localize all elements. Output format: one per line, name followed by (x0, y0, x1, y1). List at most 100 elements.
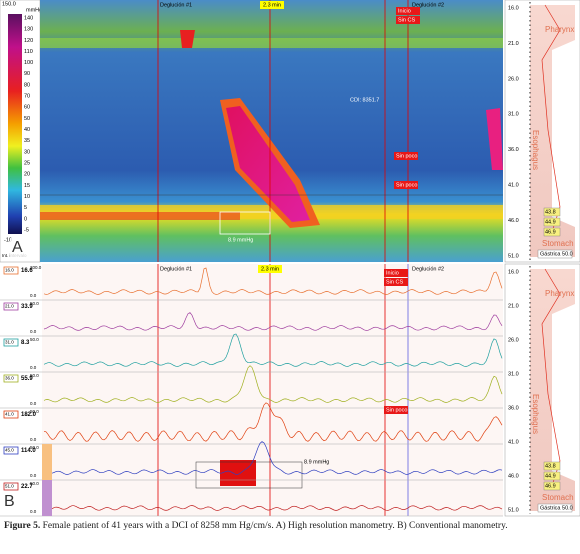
colorbar-tick: -5 (24, 227, 29, 233)
sphincter-box (543, 461, 561, 471)
ues-band (40, 38, 503, 48)
pressure-trace (43, 333, 503, 367)
tag: Sin CS (398, 17, 415, 23)
side-bar (42, 480, 52, 516)
channel-max: 50.0 (30, 481, 39, 486)
channel-min: 0.0 (30, 437, 37, 442)
channel-value: 33.9 (21, 304, 33, 310)
panel-label: A (12, 239, 23, 256)
figure: mmHg 150.0 -10 Int. intervalo Deglución … (0, 0, 580, 517)
colorbar-tick: 120 (24, 38, 33, 44)
colorbar-tick: 40 (24, 127, 30, 133)
scale-bottom: -10 (4, 237, 12, 243)
channel-min: 0.0 (30, 473, 37, 478)
channel-position: 21.0 (5, 304, 14, 309)
colorbar-tick: 25 (24, 161, 30, 167)
colorbar-tick: 35 (24, 138, 30, 144)
colorbar-tick: 70 (24, 94, 30, 100)
caption-text: Female patient of 41 years with a DCI of… (42, 521, 508, 531)
position-tag (3, 374, 19, 383)
colorbar-tick: 20 (24, 172, 30, 178)
swallow-1: Deglución #1 (160, 266, 192, 272)
channel-value: 8.3 (21, 340, 30, 346)
channel-min: 0.0 (30, 329, 37, 334)
stomach: Stomach (542, 493, 574, 502)
colorbar-tick: 60 (24, 105, 30, 111)
panel-b: Deglución #1 Deglución #2 2.3 min 8.9 mm… (0, 264, 503, 517)
irp-box (195, 461, 303, 489)
duration: 2.3 min (263, 2, 281, 8)
pharynx-hot (180, 30, 195, 48)
duration-box (258, 265, 282, 273)
channel-position: 41.0 (5, 412, 14, 417)
label-bg (2, 492, 20, 512)
channel-position: 51.0 (5, 484, 14, 489)
sphincter-value: 43.8 (545, 209, 556, 215)
tag-bg (384, 406, 408, 414)
channel-min: 0.0 (30, 401, 37, 406)
channel-position: 31.0 (5, 340, 14, 345)
gastric-box (537, 249, 573, 259)
anatomy-a: 16.0 21.0 26.0 31.0 36.0 41.0 46.0 51.0 Pharynx E… (504, 0, 580, 263)
tag: Inicio (386, 270, 399, 276)
ires: 8.9 mmHg (304, 459, 329, 465)
position-tag (3, 482, 19, 491)
les-hot (40, 212, 240, 220)
channel-position: 45.0 (5, 448, 14, 453)
trace-area (42, 264, 503, 516)
esophagus: Esophagus (531, 394, 540, 434)
depth-tick: 46.0 (508, 473, 519, 479)
dci: CDI: 8351.7 (350, 97, 379, 103)
depth-tick: 41.0 (508, 439, 519, 445)
tag-bg (396, 7, 420, 15)
anatomy-b: 16.0 21.0 26.0 31.0 36.0 41.0 46.0 51.0 Pharynx E… (504, 263, 580, 517)
pharynx: Pharynx (545, 25, 574, 34)
gastric-box (537, 503, 573, 513)
depth-tick: 31.0 (508, 112, 519, 118)
pressure-trace (43, 441, 503, 475)
irp-box (219, 211, 271, 235)
sphincter-box (543, 227, 561, 237)
pressure-trace (43, 267, 503, 295)
swallow-2: Deglución #2 (412, 2, 444, 8)
channel-max: 50.0 (30, 301, 39, 306)
tag-bg (384, 269, 408, 277)
channel-value: 16.6 (21, 268, 33, 274)
depth-tick: 16.0 (508, 5, 519, 11)
channel-max: 50.0 (30, 337, 39, 342)
channel-min: 0.0 (30, 365, 37, 370)
sphincter-box (543, 217, 561, 227)
tag-bg (384, 278, 408, 286)
tag: Sin CS (386, 279, 403, 285)
depth-tick: 31.0 (508, 371, 519, 377)
channel-value: 22.7 (21, 484, 33, 490)
colorbar-tick: 110 (24, 49, 33, 55)
depth-tick: 26.0 (508, 76, 519, 82)
colorbar-tick: 5 (24, 205, 27, 211)
channel-position: 36.0 (5, 376, 14, 381)
position-tag (3, 338, 19, 347)
position-tag (3, 302, 19, 311)
tag: Sin poco (396, 153, 417, 159)
pressure-trace (43, 365, 503, 403)
colorbar (8, 14, 22, 234)
unit: mmHg (26, 7, 42, 13)
pressure-trace (43, 312, 503, 331)
panel-a: mmHg 150.0 -10 Int. intervalo Deglución … (0, 0, 503, 263)
channel-max: 200.0 (30, 265, 42, 270)
tag-bg (396, 16, 420, 24)
stomach: Stomach (542, 239, 574, 248)
pressure-trace (43, 505, 503, 511)
colorbar-tick: 130 (24, 27, 33, 33)
caption-label: Figure 5. (4, 521, 41, 531)
duration: 2.3 min (261, 266, 279, 272)
pressure-trace (43, 402, 503, 442)
colorbar-tick: 100 (24, 60, 33, 66)
colorbar-tick: 50 (24, 116, 30, 122)
esophagus-shape (530, 269, 575, 511)
caption: Figure 5. Female patient of 41 years wit… (4, 521, 576, 531)
depth-tick: 21.0 (508, 41, 519, 47)
esophagus-shape (530, 5, 575, 257)
sphincter-value: 46.9 (545, 229, 556, 235)
bolus-core (226, 106, 310, 222)
